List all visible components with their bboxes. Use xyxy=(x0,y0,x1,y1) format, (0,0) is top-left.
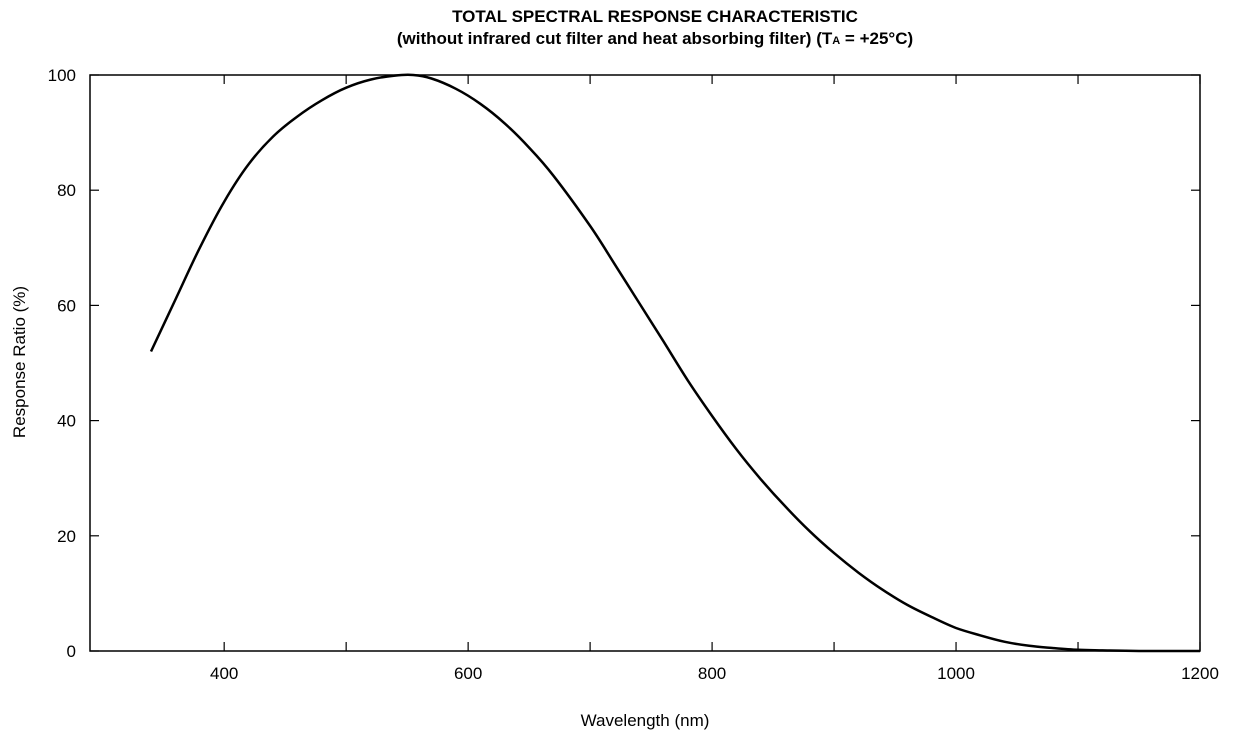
x-tick-label: 600 xyxy=(454,664,482,683)
chart-title-block: TOTAL SPECTRAL RESPONSE CHARACTERISTIC (… xyxy=(0,6,1233,52)
y-axis-label: Response Ratio (%) xyxy=(10,286,29,438)
y-tick-label: 40 xyxy=(57,412,76,431)
x-tick-label: 1000 xyxy=(937,664,975,683)
chart-subtitle-suffix: = +25°C) xyxy=(840,29,914,48)
y-tick-label: 60 xyxy=(57,296,76,315)
chart-subtitle-prefix: (without infrared cut filter and heat ab… xyxy=(396,29,833,48)
spectral-response-curve xyxy=(149,73,1201,653)
y-axis: 0 20 40 60 80 100 xyxy=(48,66,76,661)
x-tick-label: 400 xyxy=(210,664,238,683)
series-layer xyxy=(149,73,1201,653)
chart-subtitle: (without infrared cut filter and heat ab… xyxy=(0,28,1233,52)
plot-area xyxy=(89,74,1201,652)
x-tick-label: 800 xyxy=(698,664,726,683)
plot-frame xyxy=(89,74,1201,652)
y-tick-label: 100 xyxy=(48,66,76,85)
chart-subtitle-subscript: A xyxy=(832,35,841,47)
x-axis: 400 600 800 1000 1200 xyxy=(210,664,1219,683)
y-tick-label: 80 xyxy=(57,181,76,200)
y-tick-label: 20 xyxy=(57,527,76,546)
chart-title: TOTAL SPECTRAL RESPONSE CHARACTERISTIC xyxy=(452,7,858,26)
y-tick-label: 0 xyxy=(67,642,76,661)
x-axis-label: Wavelength (nm) xyxy=(581,711,710,730)
x-tick-label: 1200 xyxy=(1181,664,1219,683)
